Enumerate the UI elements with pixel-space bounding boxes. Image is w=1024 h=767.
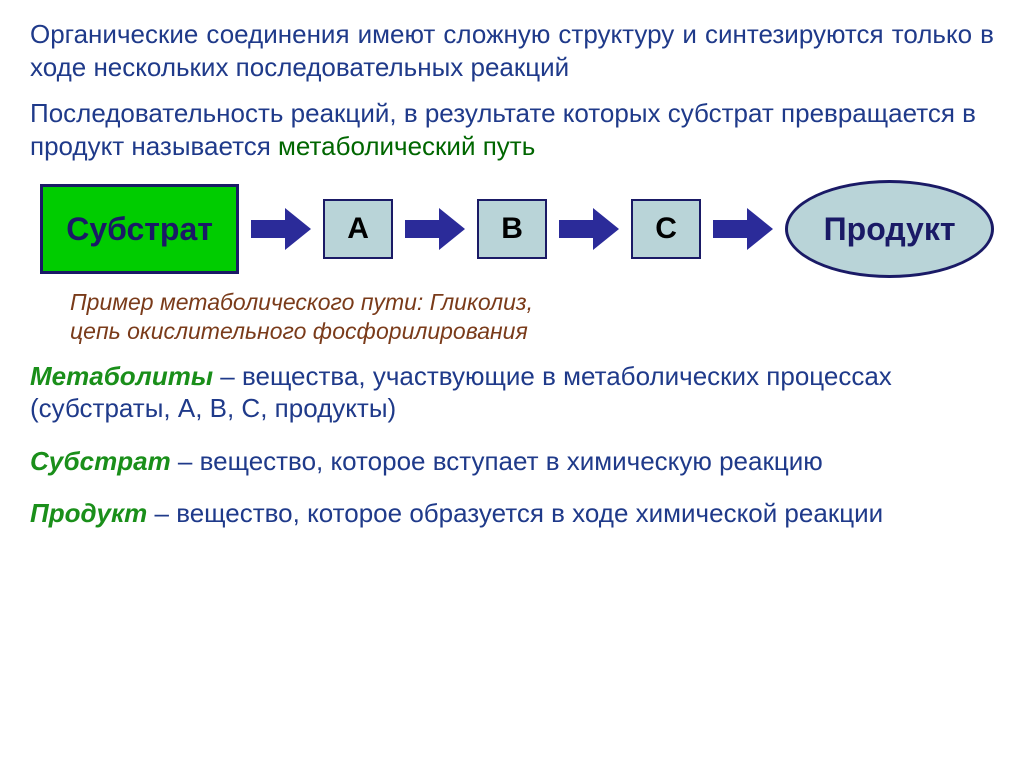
step-b-box: B [477,199,547,259]
definition-product: Продукт – вещество, которое образуется в… [30,497,994,530]
step-c-box: C [631,199,701,259]
example-text: Пример метаболического пути: Гликолиз, ц… [70,288,994,346]
arrow-icon [405,208,465,250]
arrow-icon [251,208,311,250]
term-product: Продукт [30,498,147,528]
product-ellipse: Продукт [785,180,994,278]
definition-product-body: – вещество, которое образуется в ходе хи… [147,498,883,528]
term-substrate: Субстрат [30,446,171,476]
definition-substrate: Субстрат – вещество, которое вступает в … [30,445,994,478]
substrate-box: Субстрат [40,184,239,274]
definition-metabolites: Метаболиты – вещества, участвующие в мет… [30,360,994,425]
example-line-1: Пример метаболического пути: Гликолиз, [70,288,994,317]
term-metabolic-path: метаболический путь [278,131,535,161]
example-line-2: цепь окислительного фосфорилирования [70,317,994,346]
term-metabolites: Метаболиты [30,361,213,391]
paragraph-pathway: Последовательность реакций, в результате… [30,97,994,162]
definition-substrate-body: – вещество, которое вступает в химическу… [171,446,823,476]
step-a-box: A [323,199,393,259]
paragraph-intro: Органические соединения имеют сложную ст… [30,18,994,83]
metabolic-flow-diagram: Субстрат A B C Продукт [40,180,994,278]
arrow-icon [713,208,773,250]
arrow-icon [559,208,619,250]
